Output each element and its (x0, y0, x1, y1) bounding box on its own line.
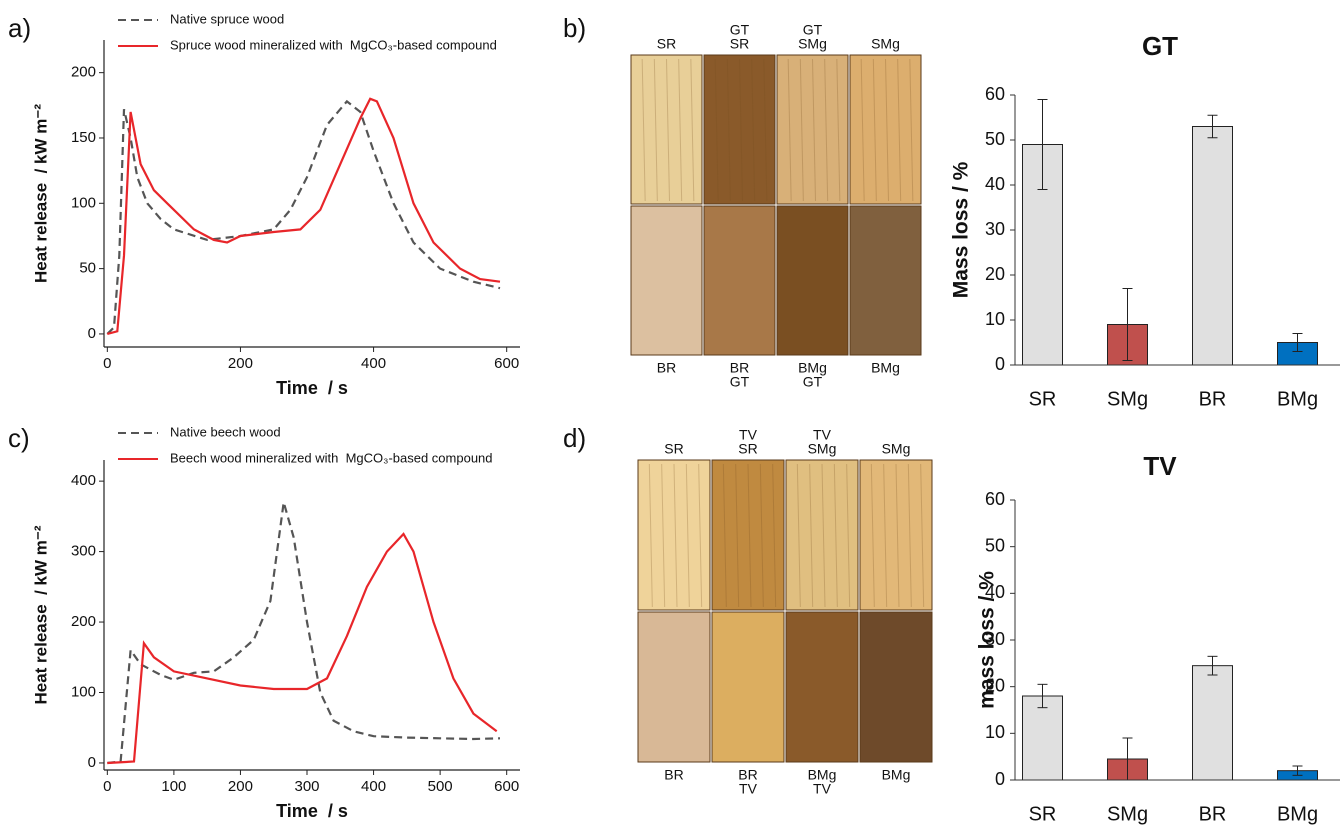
panel-label: d) (563, 423, 586, 453)
data-line (107, 534, 496, 763)
x-axis-label: Time / s (276, 378, 348, 398)
x-tick-label: BR (1199, 803, 1227, 825)
sample-label: SR (657, 36, 676, 52)
sample-label: SR (738, 441, 757, 457)
wood-sample (712, 612, 784, 762)
x-tick-label: SR (1029, 388, 1057, 410)
y-tick-label: 0 (88, 325, 96, 342)
legend-label: Native spruce wood (170, 11, 284, 26)
y-tick-label: 0 (88, 754, 96, 771)
chart-title: GT (1142, 31, 1178, 61)
x-tick-label: 100 (161, 778, 186, 795)
wood-sample (786, 612, 858, 762)
sample-label: TV (739, 781, 758, 797)
data-line (107, 502, 500, 763)
legend-label: Native beech wood (170, 424, 281, 439)
y-tick-label: 0 (995, 769, 1005, 789)
sample-label: BMg (871, 360, 900, 376)
data-line (107, 101, 500, 334)
y-tick-label: 400 (71, 472, 96, 489)
panel-label: b) (563, 13, 586, 43)
x-tick-label: 600 (494, 355, 519, 372)
x-tick-label: 0 (103, 355, 111, 372)
y-axis-label: Heat release / kW m⁻² (31, 525, 50, 704)
x-tick-label: 200 (228, 778, 253, 795)
sample-label: BR (664, 767, 683, 783)
legend-label: Beech wood mineralized with MgCO₃-based … (170, 450, 493, 465)
x-tick-label: 200 (228, 355, 253, 372)
y-tick-label: 200 (71, 613, 96, 630)
y-tick-label: 50 (79, 260, 96, 277)
y-tick-label: 60 (985, 489, 1005, 509)
y-tick-label: 10 (985, 722, 1005, 742)
y-tick-label: 150 (71, 129, 96, 146)
wood-sample (777, 206, 848, 355)
wood-sample (850, 206, 921, 355)
x-tick-label: BMg (1277, 803, 1318, 825)
y-tick-label: 20 (985, 675, 1005, 695)
y-tick-label: 100 (71, 683, 96, 700)
wood-sample (704, 206, 775, 355)
wood-sample (631, 206, 702, 355)
sample-label: TV (813, 781, 832, 797)
y-axis-label: Heat release / kW m⁻² (31, 104, 50, 283)
panel-label: a) (8, 13, 31, 43)
x-tick-label: 500 (428, 778, 453, 795)
y-tick-label: 20 (985, 264, 1005, 284)
figure: a)0200400600050100150200Time / sHeat rel… (0, 0, 1344, 828)
x-axis-label: Time / s (276, 801, 348, 821)
wood-sample (638, 612, 710, 762)
sample-label: BR (657, 360, 676, 376)
sample-label: GT (803, 374, 823, 390)
y-tick-label: 40 (985, 174, 1005, 194)
bar (1193, 127, 1233, 366)
chart-title: TV (1143, 451, 1177, 481)
y-tick-label: 40 (985, 582, 1005, 602)
x-tick-label: 300 (294, 778, 319, 795)
bar (1023, 696, 1063, 780)
x-tick-label: BR (1199, 388, 1227, 410)
panel-label: c) (8, 423, 30, 453)
sample-label: GT (730, 374, 750, 390)
x-tick-label: 0 (103, 778, 111, 795)
legend-label: Spruce wood mineralized with MgCO₃-based… (170, 37, 497, 52)
wood-sample (860, 612, 932, 762)
x-tick-label: BMg (1277, 388, 1318, 410)
x-tick-label: SMg (1107, 803, 1148, 825)
x-tick-label: 400 (361, 355, 386, 372)
sample-label: SMg (882, 441, 911, 457)
sample-label: SMg (808, 441, 837, 457)
y-tick-label: 300 (71, 543, 96, 560)
sample-label: SMg (798, 36, 827, 52)
bar (1193, 666, 1233, 780)
y-tick-label: 50 (985, 129, 1005, 149)
sample-label: SR (730, 36, 749, 52)
x-tick-label: SR (1029, 803, 1057, 825)
y-tick-label: 30 (985, 629, 1005, 649)
sample-label: SMg (871, 36, 900, 52)
data-line (107, 99, 500, 334)
y-tick-label: 50 (985, 535, 1005, 555)
y-tick-label: 30 (985, 219, 1005, 239)
sample-label: SR (664, 441, 683, 457)
x-tick-label: 600 (494, 778, 519, 795)
x-tick-label: SMg (1107, 388, 1148, 410)
y-tick-label: 10 (985, 309, 1005, 329)
sample-label: BMg (882, 767, 911, 783)
x-tick-label: 400 (361, 778, 386, 795)
y-tick-label: 200 (71, 64, 96, 81)
y-tick-label: 100 (71, 194, 96, 211)
y-tick-label: 0 (995, 354, 1005, 374)
y-tick-label: 60 (985, 84, 1005, 104)
y-axis-label: Mass loss / % (950, 161, 973, 298)
